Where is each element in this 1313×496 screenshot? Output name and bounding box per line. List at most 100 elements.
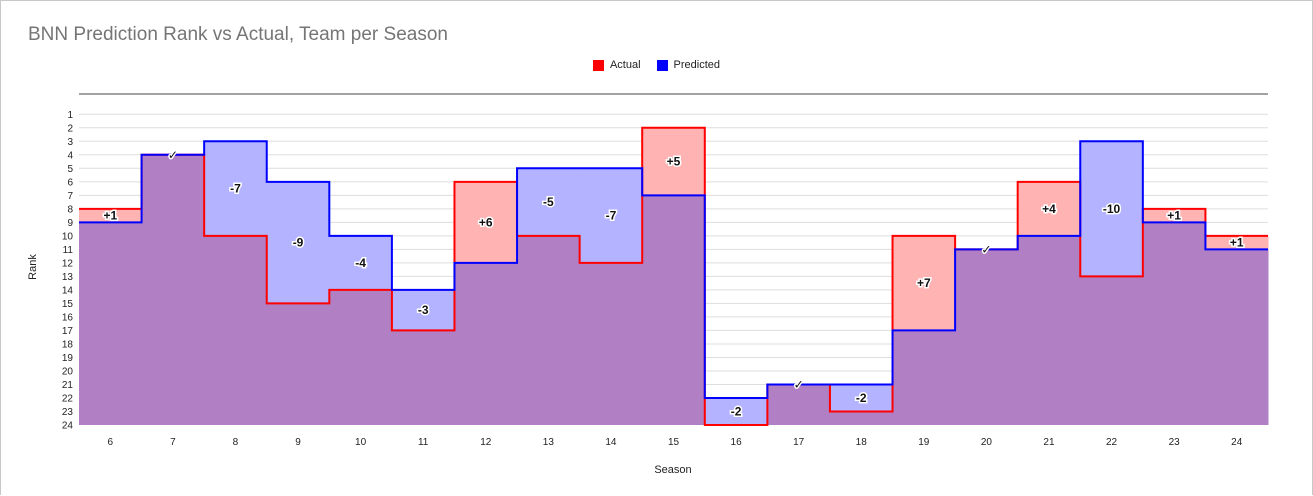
y-tick-label: 15 bbox=[62, 299, 74, 310]
area-overlap bbox=[955, 249, 1019, 425]
x-tick-label: 7 bbox=[170, 437, 176, 448]
x-tick-label: 16 bbox=[731, 437, 743, 448]
area-overlap bbox=[517, 235, 581, 425]
y-tick-label: 1 bbox=[67, 110, 73, 121]
y-tick-label: 7 bbox=[67, 191, 73, 202]
y-axis-title: Rank bbox=[27, 254, 39, 280]
area-actual-excess bbox=[454, 181, 518, 263]
y-tick-label: 13 bbox=[62, 272, 74, 283]
data-label: -2 bbox=[856, 391, 867, 405]
y-tick-label: 11 bbox=[63, 245, 74, 256]
y-tick-label: 6 bbox=[67, 177, 73, 188]
x-tick-label: 21 bbox=[1043, 437, 1055, 448]
area-overlap bbox=[329, 289, 393, 425]
area-actual-excess bbox=[1142, 208, 1206, 223]
area-predicted-excess bbox=[391, 289, 455, 331]
area-overlap bbox=[642, 195, 706, 425]
y-tick-label: 16 bbox=[62, 312, 74, 323]
data-label: +6 bbox=[479, 215, 493, 229]
y-tick-label: 18 bbox=[62, 339, 74, 350]
data-label: ✓ bbox=[981, 242, 991, 256]
area-predicted-excess bbox=[204, 141, 268, 236]
data-label: +1 bbox=[1230, 236, 1244, 250]
series-line-actual bbox=[79, 126, 1268, 426]
series-line-predicted bbox=[79, 140, 1268, 399]
data-label: ✓ bbox=[168, 148, 178, 162]
area-actual-excess bbox=[1205, 235, 1269, 250]
data-label: +7 bbox=[917, 276, 931, 290]
area-overlap bbox=[1205, 249, 1269, 425]
y-tick-label: 20 bbox=[62, 366, 74, 377]
data-labels: +1 ✓ -7 -9 -4 -3 +6 -5 -7 +5 -2 ✓ -2 +7 ✓ +4 -10 +1 +1 bbox=[102, 146, 1245, 420]
area-predicted-excess bbox=[704, 397, 768, 425]
y-tick-label: 8 bbox=[67, 204, 73, 215]
area-overlap bbox=[204, 235, 268, 425]
legend-swatch-actual bbox=[592, 59, 604, 71]
area-overlap bbox=[266, 303, 330, 425]
x-tick-label: 22 bbox=[1106, 437, 1118, 448]
x-tick-label: 18 bbox=[856, 437, 868, 448]
x-tick-label: 12 bbox=[480, 437, 492, 448]
area-overlap bbox=[1080, 276, 1144, 425]
legend-label-actual: Actual bbox=[609, 59, 641, 71]
legend-swatch-predicted bbox=[656, 59, 668, 71]
x-tick-label: 13 bbox=[543, 437, 555, 448]
area-actual-excess bbox=[79, 208, 143, 223]
area-actual-excess bbox=[1017, 181, 1081, 236]
axis-ticks: 1234567891011121314151617181920212223246… bbox=[62, 110, 1243, 448]
y-tick-label: 10 bbox=[62, 231, 74, 242]
x-tick-label: 19 bbox=[918, 437, 930, 448]
y-tick-label: 21 bbox=[62, 380, 74, 391]
area-overlap bbox=[79, 222, 143, 425]
y-tick-label: 9 bbox=[67, 218, 73, 229]
x-tick-label: 6 bbox=[108, 437, 114, 448]
legend-item-predicted[interactable]: Predicted bbox=[656, 59, 721, 71]
x-tick-label: 9 bbox=[295, 437, 301, 448]
area-overlap bbox=[579, 262, 643, 425]
y-tick-label: 14 bbox=[62, 285, 74, 296]
x-tick-label: 24 bbox=[1231, 437, 1243, 448]
y-tick-label: 4 bbox=[67, 150, 73, 161]
area-predicted-excess bbox=[1080, 141, 1144, 277]
x-tick-label: 14 bbox=[605, 437, 617, 448]
area-predicted-excess bbox=[579, 168, 643, 263]
x-axis-title: Season bbox=[654, 464, 691, 476]
area-predicted-excess bbox=[266, 181, 330, 304]
area-predicted-excess bbox=[829, 384, 894, 412]
area-actual-excess bbox=[892, 235, 956, 331]
area-overlap bbox=[141, 154, 205, 426]
y-tick-label: 3 bbox=[67, 137, 73, 148]
area-overlap bbox=[1017, 235, 1081, 425]
data-label: -5 bbox=[543, 195, 554, 209]
data-label: +4 bbox=[1042, 202, 1056, 216]
x-tick-label: 11 bbox=[418, 437, 429, 448]
data-label: -7 bbox=[606, 209, 617, 223]
area-overlap bbox=[892, 330, 956, 425]
x-tick-label: 8 bbox=[233, 437, 239, 448]
y-tick-label: 5 bbox=[67, 164, 73, 175]
y-tick-label: 17 bbox=[62, 326, 74, 337]
y-tick-label: 23 bbox=[62, 407, 74, 418]
data-label: +5 bbox=[667, 155, 681, 169]
area-predicted-excess bbox=[517, 168, 581, 236]
data-label: ✓ bbox=[794, 377, 804, 391]
data-label: -7 bbox=[230, 182, 241, 196]
x-tick-label: 15 bbox=[668, 437, 680, 448]
area-actual-excess bbox=[642, 127, 706, 196]
area-overlap bbox=[454, 262, 518, 425]
x-tick-label: 20 bbox=[981, 437, 993, 448]
y-tick-label: 19 bbox=[62, 353, 74, 364]
area-predicted-excess bbox=[329, 235, 393, 290]
legend-item-actual[interactable]: Actual bbox=[592, 59, 641, 71]
legend-label-predicted: Predicted bbox=[673, 59, 721, 71]
x-tick-label: 17 bbox=[793, 437, 805, 448]
y-tick-label: 24 bbox=[62, 421, 74, 432]
data-label: +1 bbox=[103, 209, 117, 223]
legend: Actual Predicted bbox=[0, 59, 1313, 71]
chart-title: BNN Prediction Rank vs Actual, Team per … bbox=[28, 24, 448, 45]
x-tick-label: 10 bbox=[355, 437, 367, 448]
series-areas bbox=[79, 127, 1269, 426]
area-overlap bbox=[829, 411, 894, 425]
y-tick-label: 22 bbox=[62, 393, 74, 404]
